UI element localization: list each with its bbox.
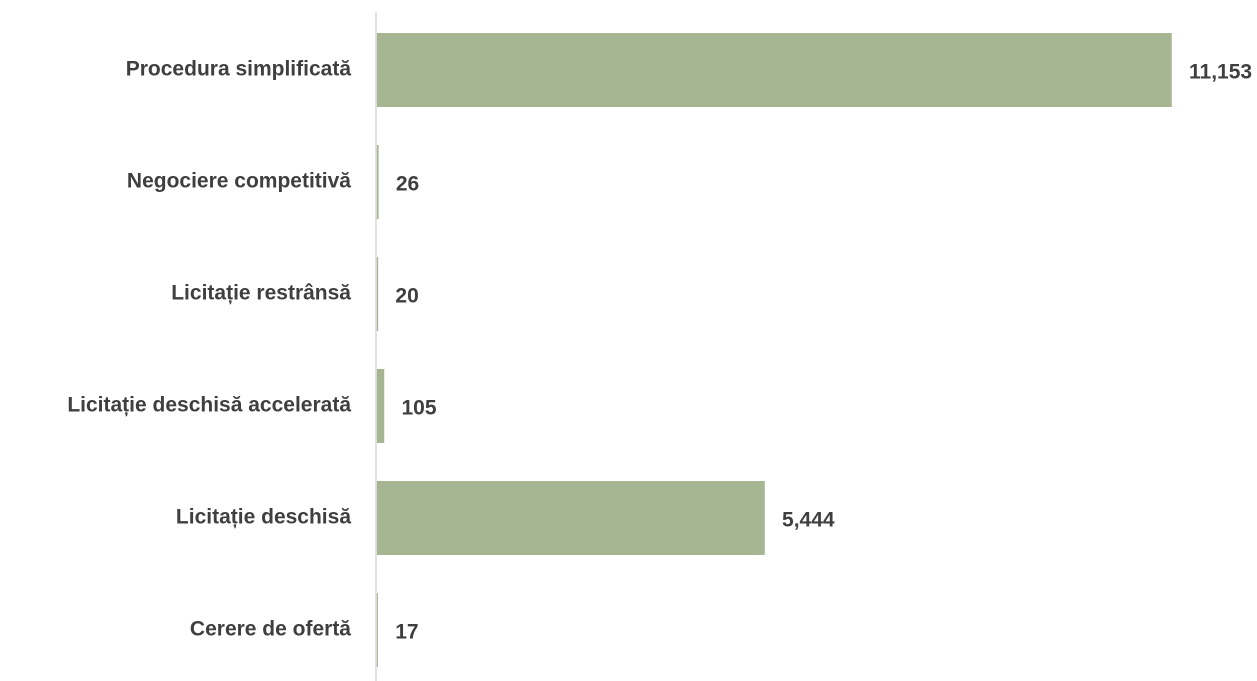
bar-procedura-simplificata [376, 33, 1172, 107]
bar-licitatie-deschisa [376, 481, 765, 555]
category-label-licitatie-restransa: Licitație restrânsă [171, 282, 351, 305]
category-label-procedura-simplificata: Procedura simplificată [126, 58, 352, 81]
category-label-licitatie-deschisa: Licitație deschisă [176, 506, 351, 529]
category-label-cerere-de-oferta: Cerere de ofertă [190, 618, 351, 641]
category-label-negociere-competitiva: Negociere competitivă [127, 170, 351, 193]
bar-licitatie-restransa [376, 257, 379, 331]
bar-licitatie-deschisa-accelerata [376, 369, 385, 443]
category-label-licitatie-deschisa-accelerata: Licitație deschisă accelerată [67, 394, 351, 417]
value-label-licitatie-deschisa: 5,444 [782, 509, 835, 532]
value-label-procedura-simplificata: 11,153 [1189, 61, 1252, 84]
value-label-negociere-competitiva: 26 [396, 173, 419, 196]
value-labels-group: 11,153 26 20 105 5,444 17 [395, 61, 1252, 644]
value-label-cerere-de-oferta: 17 [395, 621, 418, 644]
bar-negociere-competitiva [376, 145, 379, 219]
category-labels-group: Procedura simplificată Negociere competit… [67, 58, 351, 641]
value-label-licitatie-deschisa-accelerata: 105 [401, 397, 436, 420]
bar-cerere-de-oferta [376, 593, 378, 667]
bars-group [376, 33, 1172, 667]
value-label-licitatie-restransa: 20 [395, 285, 418, 308]
